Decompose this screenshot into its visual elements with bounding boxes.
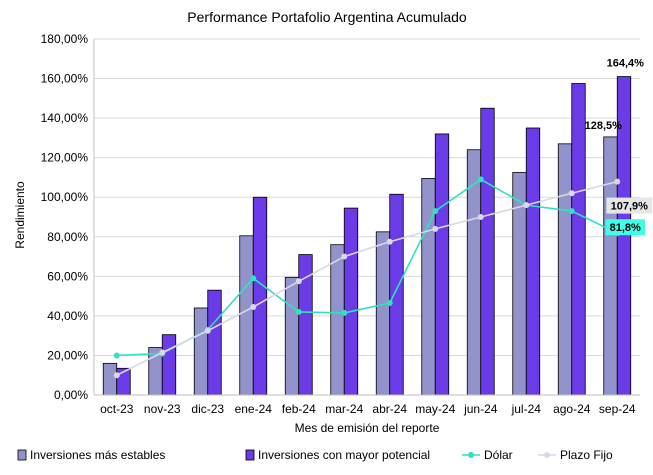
bar: [603, 136, 618, 396]
data-label: 81,8%: [610, 222, 641, 234]
series-point: [295, 278, 302, 285]
legend: Inversiones más estables Inversiones con …: [17, 448, 613, 462]
bar: [343, 207, 359, 396]
series-line: [116, 178, 618, 357]
annotation-box: [606, 197, 653, 214]
bar: [207, 289, 222, 396]
data-label: 164,4%: [607, 58, 645, 70]
series-point: [295, 308, 302, 315]
series-point: [477, 214, 484, 220]
legend-label: Dólar: [484, 448, 513, 462]
legend-label: Plazo Fijo: [560, 448, 613, 462]
series-point: [113, 372, 120, 379]
bar: [330, 244, 345, 396]
series-point: [204, 327, 211, 334]
series-point: [568, 208, 575, 215]
x-tick-label: jun-24: [463, 402, 498, 416]
data-label: 128,5%: [585, 120, 623, 132]
series-point: [614, 178, 621, 185]
bar: [389, 193, 404, 396]
series-point: [386, 238, 393, 245]
series-point: [341, 253, 348, 260]
x-tick-label: sep-24: [599, 402, 636, 416]
y-tick-label: 180,00%: [41, 32, 89, 46]
series-point: [477, 176, 484, 183]
y-tick-label: 40,00%: [47, 309, 88, 323]
series-point: [432, 225, 439, 232]
bar: [375, 231, 391, 396]
bar: [193, 307, 209, 396]
bar: [284, 276, 300, 396]
legend-label: Inversiones con mayor potencial: [258, 448, 430, 462]
annotations: 164,4% 128,5% 107,9% 81,8%: [585, 58, 653, 236]
chart-title: Performance Portafolio Argentina Acumula…: [187, 9, 467, 25]
x-tick-label: mar-24: [325, 402, 363, 416]
bar: [480, 107, 495, 396]
x-tick-label: jul-24: [511, 402, 542, 416]
series-point: [113, 352, 120, 359]
legend-marker: [544, 452, 550, 458]
series-point: [250, 275, 257, 282]
x-tick-label: feb-24: [282, 402, 316, 416]
series-point: [341, 309, 348, 316]
y-tick-label: 120,00%: [41, 151, 89, 165]
legend-swatch: [245, 449, 255, 461]
y-tick-label: 60,00%: [47, 269, 88, 283]
series-point: [386, 300, 393, 307]
x-tick-label: ago-24: [553, 402, 591, 416]
bar: [252, 196, 268, 396]
legend-marker: [468, 452, 474, 458]
x-axis-label: Mes de emisión del reporte: [295, 421, 440, 435]
bar: [434, 133, 450, 396]
bar: [557, 143, 573, 396]
series-point: [432, 208, 439, 215]
y-axis-label: Rendimiento: [13, 181, 27, 249]
y-tick-label: 140,00%: [41, 111, 89, 125]
bars: [102, 76, 632, 396]
annotation-box: [605, 219, 645, 236]
x-tick-label: may-24: [415, 402, 455, 416]
lines: [113, 176, 621, 379]
axes: 0,00% 20,00% 40,00% 60,00% 80,00% 100,00% 120,…: [41, 32, 640, 416]
series-point: [568, 190, 575, 197]
bar: [239, 235, 254, 396]
bar: [571, 83, 586, 396]
x-tick-label: ene-24: [235, 402, 273, 416]
x-tick-label: oct-23: [100, 402, 134, 416]
series-point: [523, 202, 530, 209]
bar: [161, 334, 177, 396]
y-tick-label: 160,00%: [41, 72, 89, 86]
x-tick-label: dic-23: [191, 402, 224, 416]
series-line: [116, 180, 618, 376]
y-tick-label: 20,00%: [47, 348, 88, 362]
y-tick-label: 0,00%: [54, 388, 88, 402]
bar: [102, 362, 118, 396]
legend-swatch: [17, 449, 27, 461]
legend-label: Inversiones más estables: [30, 448, 165, 462]
gridlines: [94, 38, 640, 396]
x-tick-label: abr-24: [372, 402, 407, 416]
series-point: [159, 349, 166, 356]
bar: [525, 127, 541, 396]
y-tick-label: 100,00%: [41, 190, 89, 204]
data-label: 107,9%: [611, 201, 649, 213]
x-tick-label: nov-23: [144, 402, 181, 416]
y-tick-label: 80,00%: [47, 230, 88, 244]
series-point: [250, 303, 257, 310]
